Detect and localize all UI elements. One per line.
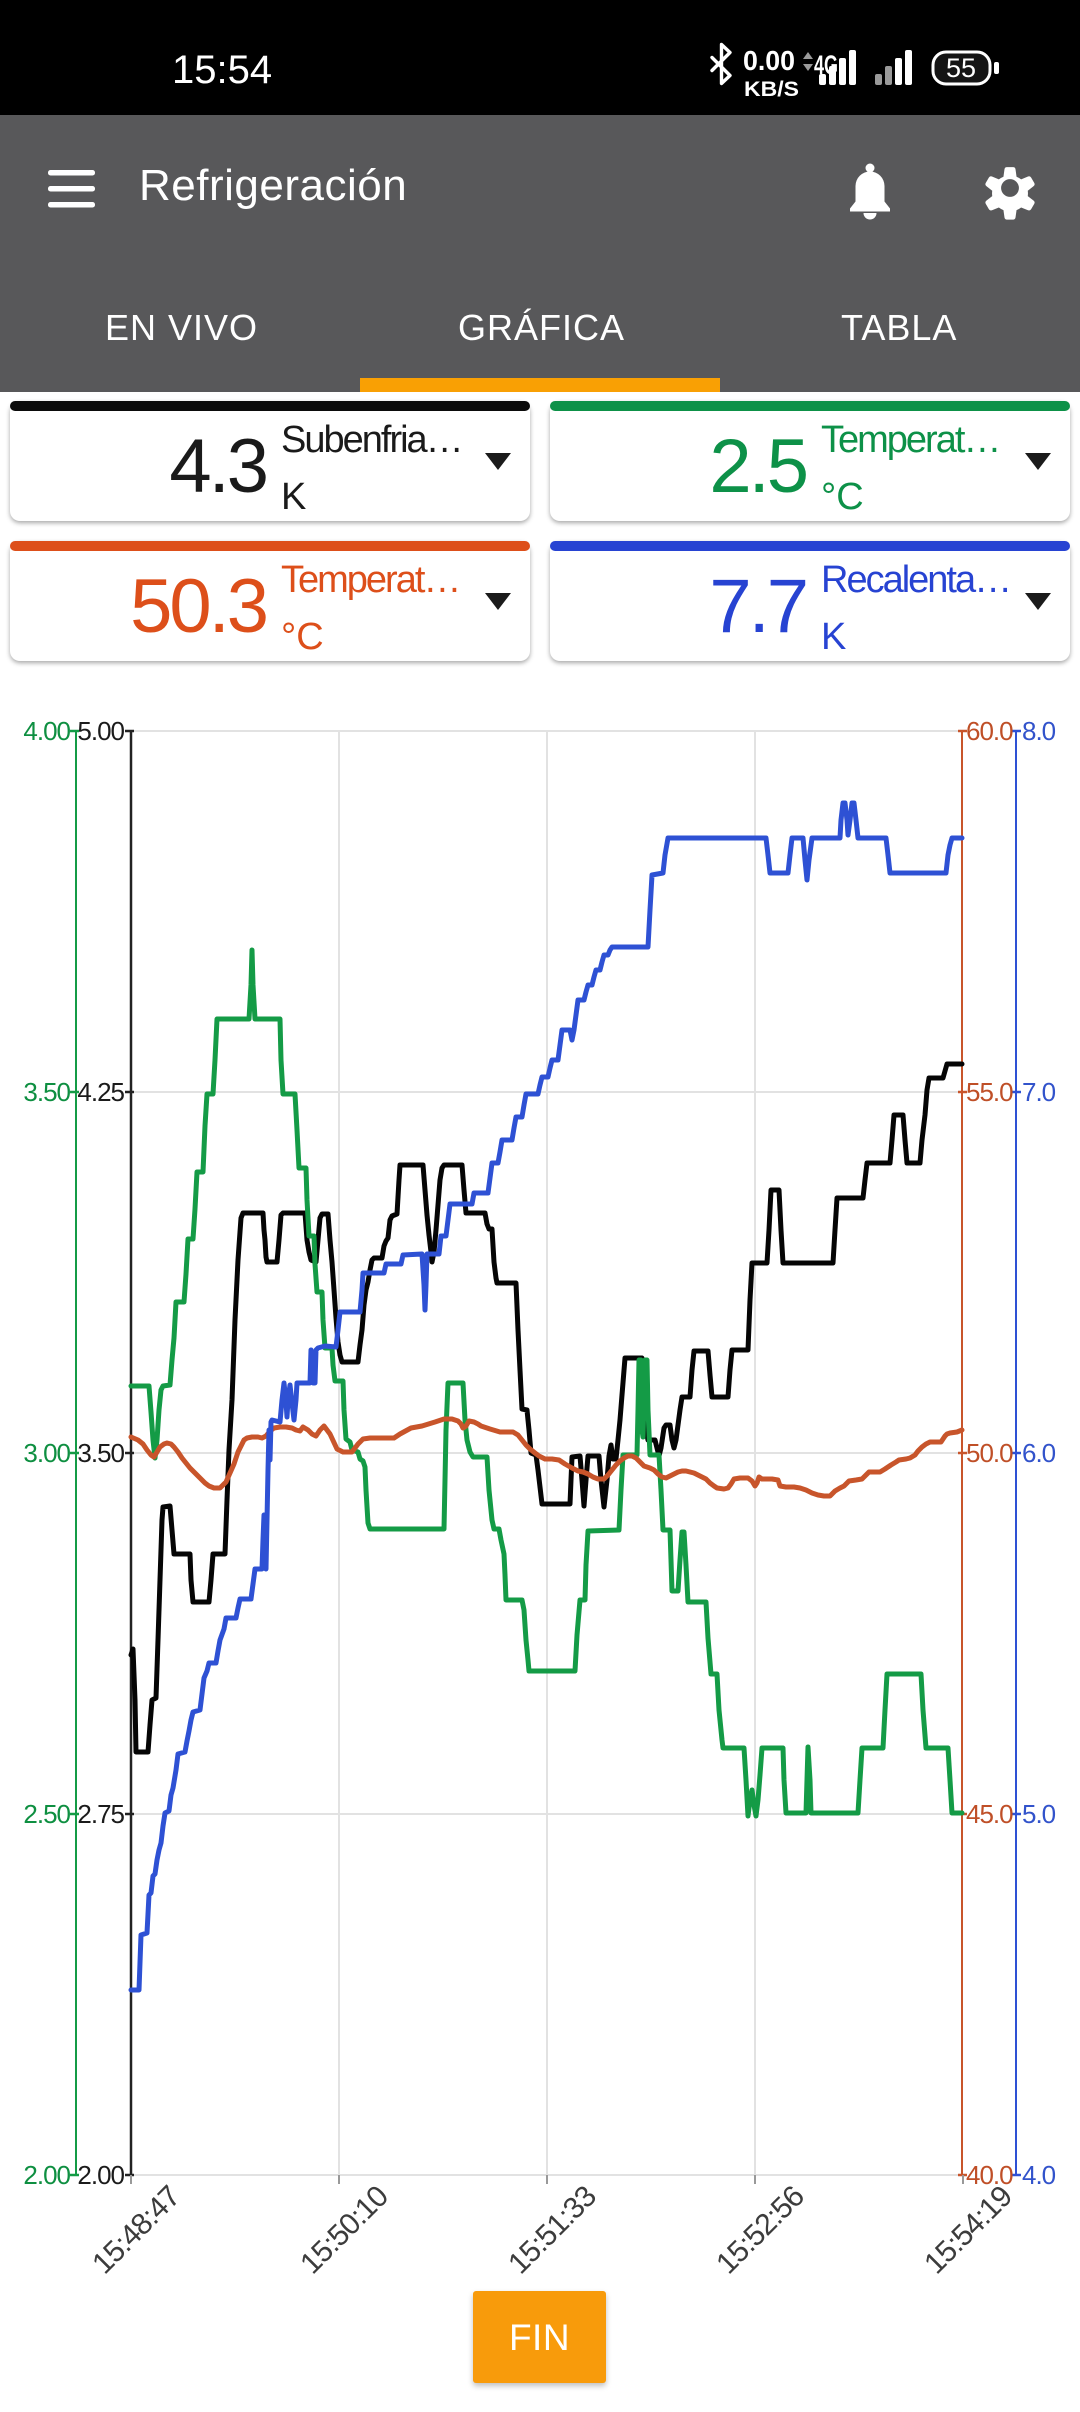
svg-text:8.0: 8.0 xyxy=(1022,716,1056,746)
svg-text:5.0: 5.0 xyxy=(1022,1799,1056,1829)
svg-text:15:52:56: 15:52:56 xyxy=(710,2180,810,2280)
svg-text:6.0: 6.0 xyxy=(1022,1438,1056,1468)
svg-text:4.00: 4.00 xyxy=(23,716,70,746)
svg-text:45.0: 45.0 xyxy=(966,1799,1013,1829)
svg-text:5.00: 5.00 xyxy=(77,716,124,746)
svg-text:2.00: 2.00 xyxy=(23,2160,70,2190)
svg-text:55.0: 55.0 xyxy=(966,1077,1013,1107)
svg-text:15:50:10: 15:50:10 xyxy=(294,2180,394,2280)
svg-text:15:48:47: 15:48:47 xyxy=(86,2180,186,2280)
svg-text:7.0: 7.0 xyxy=(1022,1077,1056,1107)
svg-text:60.0: 60.0 xyxy=(966,716,1013,746)
svg-text:40.0: 40.0 xyxy=(966,2160,1013,2190)
svg-text:4.0: 4.0 xyxy=(1022,2160,1056,2190)
svg-text:0.00: 0.00 xyxy=(743,45,795,76)
svg-text:4.25: 4.25 xyxy=(77,1077,124,1107)
svg-text:KB/S: KB/S xyxy=(744,78,799,101)
svg-text:55: 55 xyxy=(946,53,976,83)
svg-text:15:54:19: 15:54:19 xyxy=(918,2180,1018,2280)
svg-text:2.00: 2.00 xyxy=(77,2160,124,2190)
svg-text:2.75: 2.75 xyxy=(77,1799,124,1829)
svg-text:3.50: 3.50 xyxy=(23,1077,70,1107)
svg-text:15:51:33: 15:51:33 xyxy=(502,2180,602,2280)
svg-text:50.0: 50.0 xyxy=(966,1438,1013,1468)
svg-text:2.50: 2.50 xyxy=(23,1799,70,1829)
svg-text:3.50: 3.50 xyxy=(77,1438,124,1468)
svg-text:3.00: 3.00 xyxy=(23,1438,70,1468)
